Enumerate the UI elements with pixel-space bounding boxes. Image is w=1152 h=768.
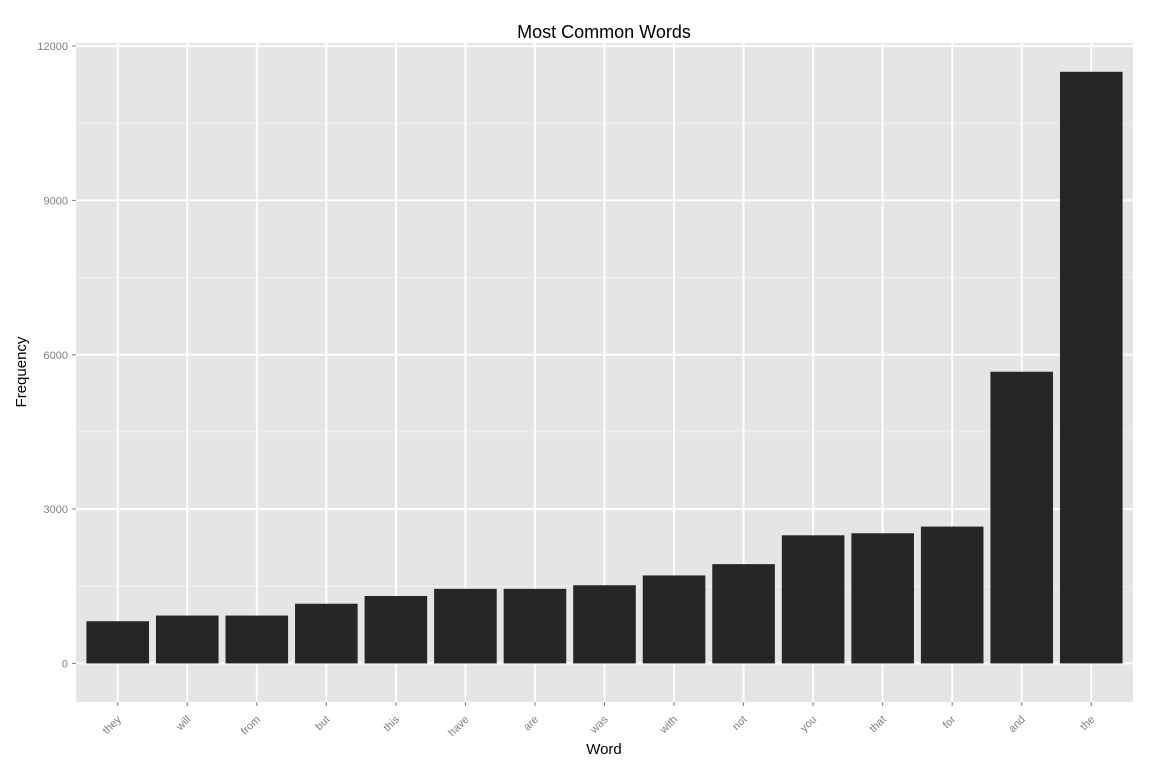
x-axis: they will from but this have are was with not you t… [101,702,1097,739]
bar-this [364,596,428,664]
x-tick-label: was [588,713,611,736]
bar-from [225,615,289,664]
bar-with [642,575,706,664]
bar-that [851,533,914,664]
bar-you [781,535,845,664]
bar-not [712,564,775,664]
chart-title: Most Common Words [517,22,691,42]
x-tick-label: they [101,713,125,737]
bar-was [573,585,636,664]
x-tick-label: are [521,714,541,734]
x-tick-label: from [239,714,263,738]
y-tick-label: 0 [62,658,68,670]
bars [86,71,1123,664]
x-tick-label: not [730,714,749,733]
bar-but [295,603,358,664]
x-tick-label: that [867,714,888,735]
x-tick-label: for [941,713,959,731]
x-tick-label: with [657,714,680,737]
bar-are [503,588,567,664]
y-tick-label: 12000 [37,41,68,53]
y-axis-title: Frequency [13,336,30,407]
bar-for [920,526,984,664]
x-axis-title: Word [586,741,622,758]
y-tick-label: 3000 [44,504,68,516]
bar-have [434,588,497,664]
bar-they [86,621,150,664]
x-tick-label: the [1078,714,1097,733]
y-tick-label: 6000 [44,350,68,362]
x-tick-label: will [173,714,193,734]
x-tick-label: this [381,713,402,734]
y-tick-label: 9000 [44,195,68,207]
y-axis: 0 3000 6000 9000 12000 [37,41,76,670]
x-tick-label: and [1006,714,1027,735]
x-tick-label: you [798,714,819,735]
bar-and [990,371,1054,664]
x-tick-label: but [313,714,332,733]
x-tick-label: have [446,714,471,739]
bar-the [1059,71,1123,664]
bar-will [155,615,219,664]
